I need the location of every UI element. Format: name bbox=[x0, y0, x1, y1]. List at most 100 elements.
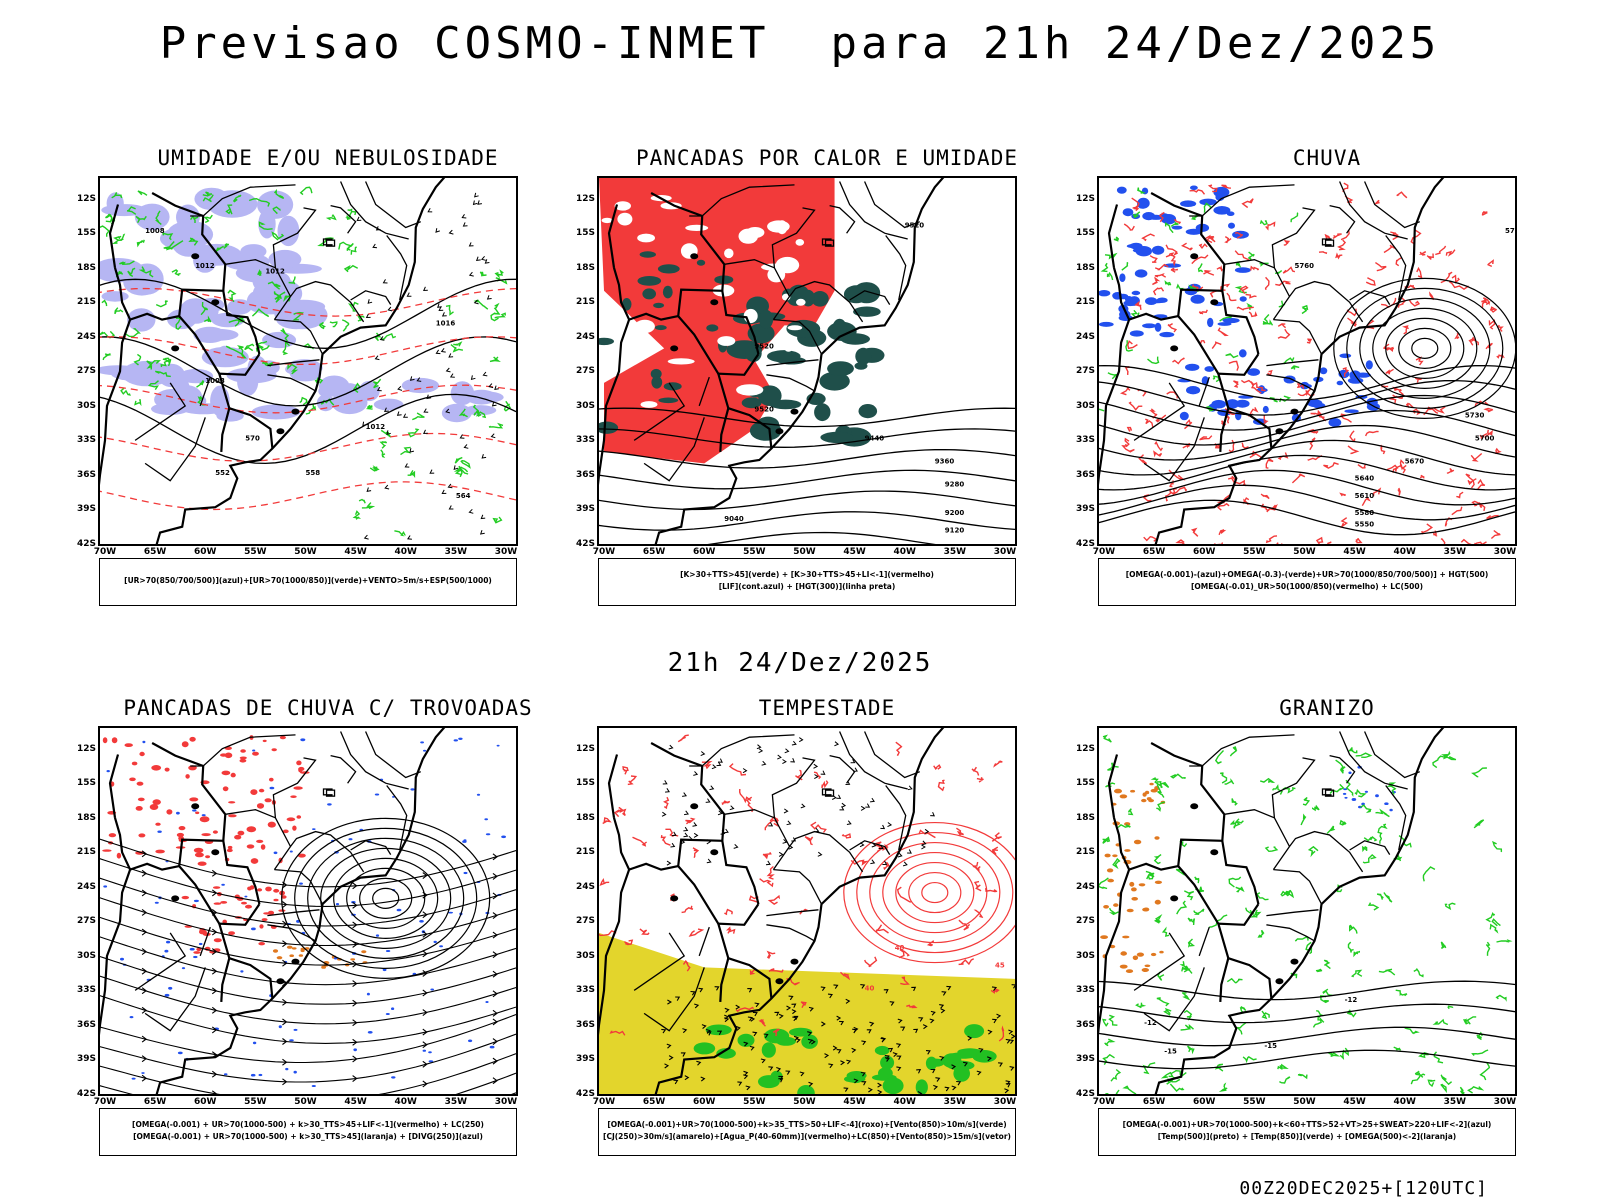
contour-label: -12 bbox=[1144, 1019, 1157, 1027]
lat-tick-label: 21S bbox=[1075, 847, 1095, 858]
lon-tick-label: 70W bbox=[1092, 547, 1116, 557]
state-border bbox=[1385, 785, 1407, 851]
wind-vectors-north bbox=[661, 737, 935, 867]
country-border bbox=[100, 312, 180, 486]
omega500-orange bbox=[1100, 782, 1166, 973]
lon-tick-label: 60W bbox=[693, 1097, 716, 1107]
lon-tick-label: 45W bbox=[843, 547, 866, 557]
country-border bbox=[228, 407, 274, 449]
state-border bbox=[864, 181, 921, 229]
lon-tick-label: 50W bbox=[793, 547, 816, 557]
lat-tick-label: 33S bbox=[575, 985, 595, 996]
lat-tick-label: 30S bbox=[76, 400, 96, 411]
country-border bbox=[220, 407, 231, 452]
lon-tick-label: 30W bbox=[993, 1097, 1017, 1107]
lake-marker bbox=[211, 849, 220, 856]
map-frame bbox=[98, 726, 518, 1096]
contour-label: 40 bbox=[895, 944, 905, 952]
country-border bbox=[607, 754, 619, 818]
state-border bbox=[1349, 840, 1391, 855]
state-border bbox=[330, 204, 357, 234]
forecast-time-label: 21h 24/Dez/2025 bbox=[667, 648, 933, 678]
lon-tick-label: 60W bbox=[194, 1097, 217, 1107]
lat-tick-label: 18S bbox=[76, 812, 96, 823]
state-border bbox=[1321, 238, 1332, 246]
wind-vectors bbox=[356, 192, 499, 540]
state-border bbox=[766, 359, 819, 367]
lat-tick-label: 39S bbox=[575, 1054, 595, 1065]
state-border bbox=[766, 924, 815, 942]
lat-tick-label: 42S bbox=[575, 1089, 595, 1099]
contour-label: 1016 bbox=[436, 319, 456, 327]
geography-layer bbox=[599, 178, 945, 544]
state-border bbox=[1224, 809, 1275, 819]
state-border bbox=[134, 932, 187, 991]
lon-tick-label: 50W bbox=[1293, 547, 1316, 557]
lon-tick-label: 35W bbox=[1443, 1097, 1467, 1107]
lon-tick-label: 60W bbox=[693, 547, 716, 557]
state-border bbox=[633, 382, 686, 441]
instability-green-area bbox=[726, 282, 885, 447]
state-border bbox=[274, 318, 324, 355]
legend-line: [UR>70(850/700/500)](azul)+[UR>70(1000/8… bbox=[124, 576, 492, 585]
contour-label: 1012 bbox=[195, 262, 215, 270]
hgt500-low bbox=[1333, 277, 1515, 419]
contour-label: 40 bbox=[865, 984, 875, 992]
lat-tick-label: 33S bbox=[76, 435, 96, 446]
state-border bbox=[773, 868, 823, 905]
panel-legend: [K>30+TTS>45](verde) + [K>30+TTS>45+LI<-… bbox=[598, 558, 1016, 606]
state-border bbox=[1189, 184, 1295, 217]
precip-water-red bbox=[599, 734, 1005, 1042]
lon-tick-label: 55W bbox=[743, 1097, 766, 1107]
lat-tick-label: 36S bbox=[1075, 1019, 1095, 1030]
country-border bbox=[650, 742, 726, 841]
state-border bbox=[267, 359, 320, 367]
federal-district-marker bbox=[824, 239, 835, 247]
contour-label: 570 bbox=[245, 434, 260, 442]
lon-tick-label: 65W bbox=[642, 547, 666, 557]
coastline bbox=[155, 728, 446, 1094]
state-border bbox=[643, 967, 705, 1032]
panel-umidade: UMIDADE E/OU NEBULOSIDADE 12S 15S 18S 21S 24S… bbox=[68, 146, 568, 636]
lon-tick-label: 35W bbox=[1443, 547, 1467, 557]
state-border bbox=[1198, 926, 1210, 957]
jet-stream-area bbox=[599, 932, 1015, 1094]
lake-marker bbox=[276, 978, 285, 985]
state-border bbox=[849, 290, 891, 305]
state-border bbox=[1271, 207, 1316, 297]
storm-red-south bbox=[181, 885, 287, 954]
state-border bbox=[1329, 754, 1356, 784]
state-border bbox=[199, 376, 211, 407]
lake-marker bbox=[775, 978, 784, 985]
panel-tempestade: TEMPESTADE 12S 15S 18S 21S 24S 27S 30S 33S 36S 39S… bbox=[567, 696, 1067, 1186]
lon-tick-label: 60W bbox=[194, 547, 217, 557]
lake-marker bbox=[690, 253, 699, 260]
lat-tick-label: 27S bbox=[76, 916, 96, 927]
lon-tick-label: 55W bbox=[1243, 1097, 1266, 1107]
state-border bbox=[1133, 382, 1186, 441]
panel-contour-labels: -12 -12 -15 -15 bbox=[1144, 996, 1357, 1056]
country-border bbox=[719, 407, 730, 452]
lon-tick-label: 30W bbox=[1493, 1097, 1517, 1107]
lon-tick-label: 35W bbox=[943, 1097, 967, 1107]
lc250-vortex bbox=[281, 817, 491, 979]
lat-tick-label: 15S bbox=[76, 228, 96, 239]
panel-contour-labels: 5760 5760 5730 5700 5670 5640 5610 5580 5550 bbox=[1295, 227, 1516, 529]
country-border bbox=[1227, 407, 1273, 449]
geography-layer bbox=[100, 728, 446, 1094]
country-border bbox=[716, 353, 760, 409]
lat-tick-label: 21S bbox=[76, 297, 96, 308]
state-border bbox=[766, 374, 815, 392]
legend-line: [Temp(500)](preto) + [Temp(850)](verde) … bbox=[1157, 1132, 1457, 1141]
lake-marker bbox=[291, 958, 300, 965]
country-border bbox=[220, 957, 231, 1002]
lon-tick-label: 70W bbox=[592, 547, 616, 557]
contour-label: 1012 bbox=[265, 268, 285, 276]
hgt300-contours bbox=[599, 407, 1015, 544]
panel-contour-labels: 1008 1012 1012 1016 1012 1008 552 558 564 570 bbox=[145, 227, 471, 500]
state-border bbox=[272, 207, 317, 297]
state-border bbox=[771, 207, 816, 297]
state-border bbox=[724, 809, 775, 819]
lake-marker bbox=[191, 253, 200, 260]
lon-tick-label: 55W bbox=[1243, 547, 1266, 557]
